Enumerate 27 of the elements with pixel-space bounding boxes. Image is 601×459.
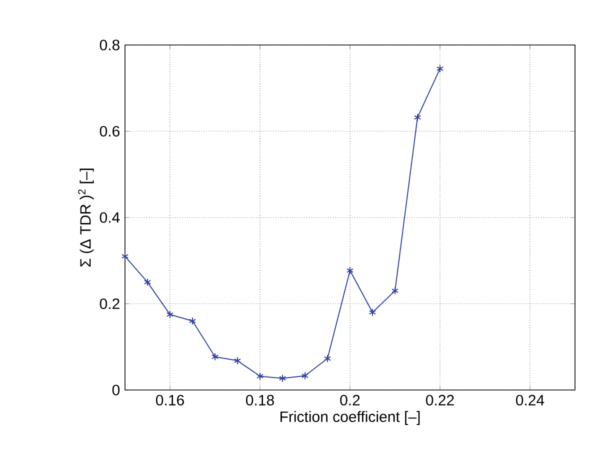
point [166,310,174,319]
y-tick-label: 0.2 [100,298,120,310]
point [346,266,354,275]
point [391,286,399,295]
x-tick-label: 0.18 [246,394,274,406]
point [324,354,332,363]
point [234,356,242,365]
x-tick-label: 0.22 [426,394,454,406]
y-axis-title: Σ (Δ TDR )$^{2}$ [–] [78,168,94,267]
point [188,317,196,325]
point [368,308,376,316]
point [256,372,264,380]
point [436,64,444,73]
x-axis-title: Friction coefficient [–] [280,411,420,425]
x-tick-label: 0.16 [156,394,184,406]
x-tick-label: 0.2 [340,394,360,406]
y-tick-label: 0.4 [100,212,120,223]
point [278,374,286,382]
point [211,352,219,361]
y-tick-label: 0 [112,384,120,396]
y-tick-label: 0.8 [100,40,120,50]
x-tick-label: 0.24 [516,394,544,406]
point [121,252,129,260]
point [301,372,309,380]
point [144,278,152,286]
y-tick-label: 0.6 [100,126,120,137]
point [414,113,422,122]
